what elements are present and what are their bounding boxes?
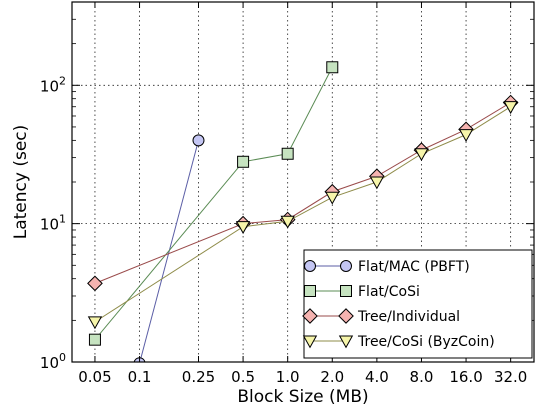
data-point [235, 221, 251, 235]
legend-marker [338, 335, 354, 349]
x-tick-label: 4.0 [365, 368, 389, 386]
x-axis-label: Block Size (MB) [237, 387, 368, 407]
data-series [87, 61, 519, 362]
data-point [237, 155, 250, 168]
legend-marker [338, 308, 354, 324]
series-tree-cosi-byzcoin [87, 101, 518, 330]
legend-marker [302, 308, 318, 324]
legend-marker [304, 260, 316, 272]
data-point [192, 134, 205, 147]
legend-label: Flat/MAC (PBFT) [358, 259, 470, 275]
series-line [94, 106, 511, 323]
x-tick-label: 0.5 [231, 368, 255, 386]
x-tick-label: 0.1 [128, 368, 152, 386]
legend-marker [340, 260, 352, 272]
x-tick-label: 16.0 [449, 368, 482, 386]
data-point [458, 129, 474, 142]
series-flat-cosi [88, 61, 339, 346]
data-point [87, 316, 103, 330]
series-line [139, 140, 199, 362]
x-tick-label: 2.0 [320, 368, 344, 386]
legend-marker [302, 335, 318, 349]
data-point [325, 191, 340, 205]
legend-marker [304, 285, 316, 297]
x-tick-label: 32.0 [494, 368, 527, 386]
y-tick-label: 101 [40, 213, 66, 234]
legend-label: Tree/CoSi (ByzCoin) [357, 334, 495, 350]
data-point [87, 275, 103, 292]
legend-label: Tree/Individual [357, 309, 460, 325]
tick-labels: 0.05 0.1 0.25 0.5 1.0 2.0 4.0 8.0 16.0 32.0 100 101… [40, 74, 527, 386]
x-tick-label: 0.25 [182, 368, 215, 386]
y-axis-label: Latency (sec) [11, 125, 31, 240]
y-tick-label: 100 [40, 351, 66, 372]
series-flat-mac-pbft [133, 134, 205, 362]
legend-marker [340, 285, 352, 297]
data-point [88, 333, 101, 346]
legend: Flat/MAC (PBFT) Flat/CoSi Tree/Individual T… [302, 249, 533, 359]
data-point [280, 215, 295, 229]
legend-label: Flat/CoSi [358, 284, 420, 300]
series-line [94, 67, 333, 340]
data-point [281, 147, 294, 160]
data-point [326, 61, 339, 74]
x-tick-label: 8.0 [410, 368, 434, 386]
data-point [369, 176, 385, 190]
x-tick-label: 1.0 [276, 368, 300, 386]
data-point [503, 101, 518, 115]
y-tick-label: 102 [40, 74, 66, 95]
data-point [414, 148, 429, 162]
series-line [94, 102, 511, 284]
x-tick-label: 0.05 [78, 368, 111, 386]
